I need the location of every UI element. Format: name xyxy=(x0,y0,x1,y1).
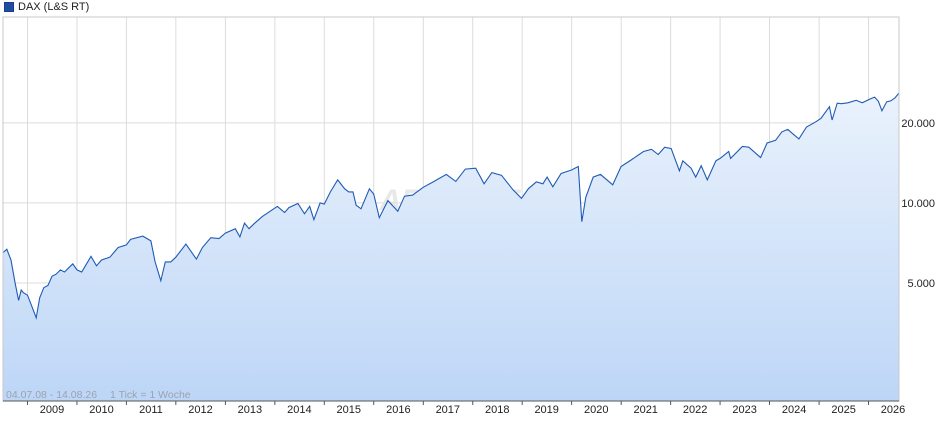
x-tick-label: 2010 xyxy=(89,404,113,416)
legend-swatch xyxy=(4,2,14,12)
series-line xyxy=(3,92,899,320)
x-tick-label: 2022 xyxy=(683,404,707,416)
x-tick-label: 2025 xyxy=(831,404,855,416)
y-tick-label: 5.000 xyxy=(907,278,935,290)
x-tick-label: 2023 xyxy=(732,404,756,416)
x-tick-label: 2017 xyxy=(436,404,460,416)
x-tick-label: 2021 xyxy=(633,404,657,416)
x-tick-label: 2019 xyxy=(534,404,558,416)
y-tick-label: 20.000 xyxy=(901,118,935,130)
series-area xyxy=(3,93,899,401)
x-tick-label: 2013 xyxy=(238,404,262,416)
x-tick-label: 2020 xyxy=(584,404,608,416)
x-tick-label: 2011 xyxy=(139,404,163,416)
x-tick-label: 2018 xyxy=(485,404,509,416)
date-range: 04.07.08 - 14.08.26 xyxy=(6,389,98,401)
x-axis: 2009 2010 2011 2012 2013 2014 2015 2016 2017 2018… xyxy=(27,401,905,416)
x-tick-label: 2026 xyxy=(881,404,905,416)
x-tick-label: 2009 xyxy=(40,404,64,416)
legend-label: DAX (L&S RT) xyxy=(18,1,90,13)
y-tick-label: 10.000 xyxy=(901,198,935,210)
x-tick-label: 2016 xyxy=(386,404,410,416)
legend: DAX (L&S RT) xyxy=(4,1,89,13)
tick-info: 1 Tick = 1 Woche xyxy=(110,389,191,401)
x-tick-label: 2014 xyxy=(287,404,311,416)
x-tick-label: 2012 xyxy=(188,404,212,416)
footer-note: 04.07.08 - 14.08.26 1 Tick = 1 Woche xyxy=(6,389,201,401)
x-tick-label: 2015 xyxy=(337,404,361,416)
y-axis: 5.000 10.000 20.000 xyxy=(901,118,935,290)
x-tick-label: 2024 xyxy=(782,404,806,416)
